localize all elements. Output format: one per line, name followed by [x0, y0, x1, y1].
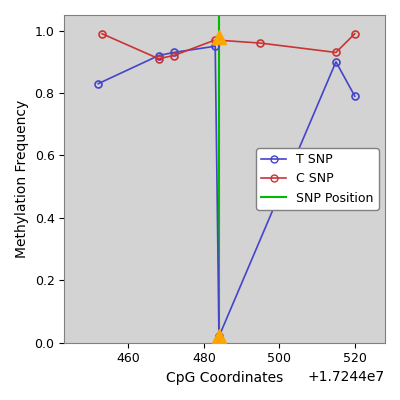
Y-axis label: Methylation Frequency: Methylation Frequency: [15, 100, 29, 258]
Legend: T SNP, C SNP, SNP Position: T SNP, C SNP, SNP Position: [256, 148, 379, 210]
X-axis label: CpG Coordinates: CpG Coordinates: [166, 371, 283, 385]
